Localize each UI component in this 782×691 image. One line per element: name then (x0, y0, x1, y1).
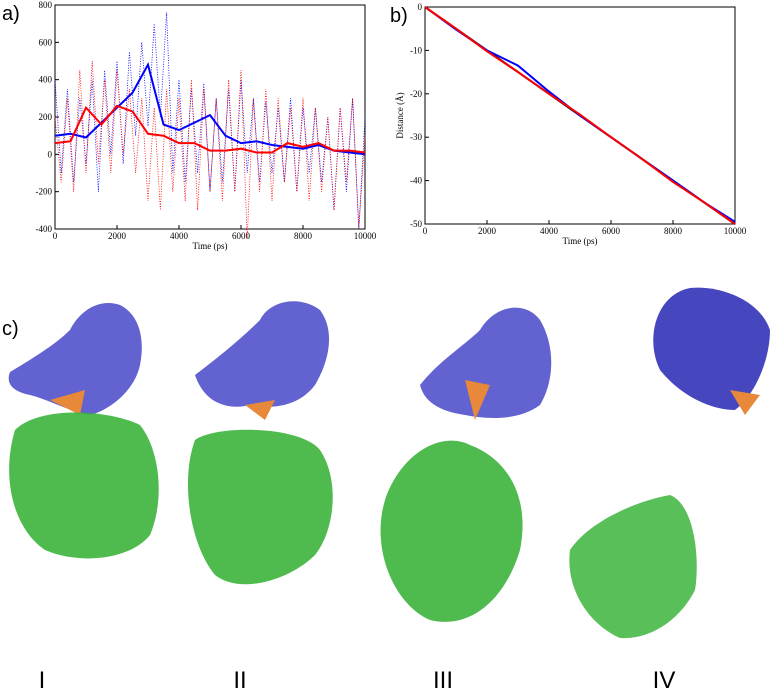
x-tick-label: 2000 (478, 226, 497, 236)
x-tick-label: 10000 (354, 231, 377, 241)
y-tick-label: 200 (39, 112, 53, 122)
panel-label: a) (2, 3, 20, 25)
x-tick-label: 0 (423, 226, 428, 236)
y-tick-label: -10 (410, 45, 422, 55)
structure-label: I (39, 667, 46, 691)
x-tick-label: 6000 (602, 226, 621, 236)
x-tick-label: 4000 (170, 231, 189, 241)
structure-II (187, 301, 333, 585)
structure-III (380, 307, 552, 622)
series-line (424, 6, 736, 225)
x-tick-label: 4000 (540, 226, 559, 236)
y-tick-label: 800 (39, 0, 53, 10)
y-tick-label: -400 (36, 224, 53, 234)
plot-area (424, 6, 736, 225)
structure-label: III (433, 667, 453, 691)
structure-I (8, 302, 159, 559)
y-tick-label: 0 (418, 2, 423, 12)
y-tick-label: 600 (39, 37, 53, 47)
panel-label: c) (2, 318, 19, 340)
x-tick-label: 6000 (232, 231, 251, 241)
y-tick-label: -50 (410, 219, 422, 229)
series-line (54, 12, 366, 230)
y-axis-label: Distance (Å) (395, 92, 405, 138)
series-line (54, 60, 366, 239)
x-tick-label: 0 (53, 231, 58, 241)
structure-label: IV (653, 667, 676, 691)
y-tick-label: 0 (48, 149, 53, 159)
plot-area (54, 4, 366, 230)
x-axis-label: Time (ps) (563, 236, 598, 246)
structure-IV (569, 287, 770, 639)
y-tick-label: -200 (36, 187, 53, 197)
y-tick-label: 400 (39, 75, 53, 85)
y-tick-label: -20 (410, 89, 422, 99)
x-tick-label: 8000 (294, 231, 313, 241)
x-tick-label: 2000 (108, 231, 127, 241)
y-tick-label: -30 (410, 132, 422, 142)
x-axis-label: Time (ps) (193, 241, 228, 251)
x-tick-label: 8000 (664, 226, 683, 236)
x-tick-label: 10000 (724, 226, 747, 236)
structure-label: II (233, 667, 246, 691)
y-tick-label: -40 (410, 176, 422, 186)
series-line (54, 104, 366, 154)
panel-label: b) (390, 5, 408, 27)
